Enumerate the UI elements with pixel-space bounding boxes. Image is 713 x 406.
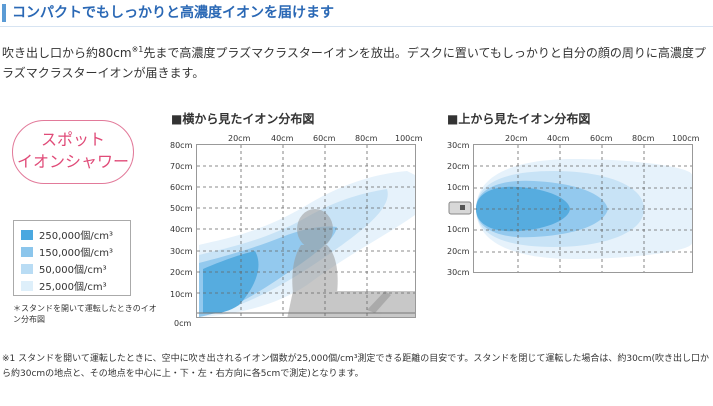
grid-lines	[474, 145, 692, 272]
top-y-tick: 30cm	[447, 268, 470, 277]
section-title: コンパクトでもしっかりと高濃度イオンを届けます	[12, 5, 334, 21]
side-y-tick: 60cm	[170, 183, 193, 192]
side-x-tick: 100cm	[395, 134, 423, 143]
side-view-graphic	[197, 145, 415, 317]
top-x-tick: 20cm	[505, 134, 528, 143]
side-x-tick: 20cm	[228, 134, 251, 143]
side-y-tick: 50cm	[170, 204, 193, 213]
top-y-tick: 20cm	[447, 162, 470, 171]
legend-note: ＊スタンドを開いて運転したときのイオン分布図	[13, 304, 157, 324]
top-view-graphic	[474, 145, 692, 272]
badge-line-1: スポット	[40, 130, 105, 149]
top-view-plot	[473, 144, 693, 273]
legend-item: 50,000個/cm³	[21, 260, 130, 277]
side-x-tick: 80cm	[355, 134, 378, 143]
legend-label: 25,000個/cm³	[39, 282, 107, 293]
intro-text-2: 先まで高濃度プラズマクラスターイオンを放出。デスクに置いてもしっかりと自分の顔の…	[2, 46, 706, 80]
legend-label: 250,000個/cm³	[39, 231, 113, 242]
badge-line-2: イオンシャワー	[16, 152, 129, 171]
spot-ion-shower-badge: スポット イオンシャワー	[12, 120, 134, 184]
legend-label: 50,000個/cm³	[39, 265, 107, 276]
density-legend: 250,000個/cm³ 150,000個/cm³ 50,000個/cm³ 25…	[13, 220, 131, 296]
legend-swatch	[21, 280, 33, 291]
side-view-plot	[196, 144, 416, 318]
section-header: コンパクトでもしっかりと高濃度イオンを届けます	[0, 0, 713, 28]
side-chart-title: ■横から見たイオン分布図	[171, 112, 315, 126]
legend-swatch	[21, 263, 33, 274]
side-y-tick: 70cm	[170, 162, 193, 171]
chair-back	[367, 291, 391, 313]
legend-item: 250,000個/cm³	[21, 226, 130, 243]
top-x-tick: 80cm	[632, 134, 655, 143]
side-y-tick: 40cm	[170, 225, 193, 234]
side-y-tick: 80cm	[170, 141, 193, 150]
intro-text-1: 吹き出し口から約80cm	[2, 46, 132, 60]
footnote: ※1 スタンドを開いて運転したときに、空中に吹き出されるイオン個数が25,000…	[2, 354, 710, 379]
header-divider	[0, 26, 713, 27]
side-y-tick: 30cm	[170, 247, 193, 256]
side-x-tick: 40cm	[271, 134, 294, 143]
intro-paragraph: 吹き出し口から約80cm※1先まで高濃度プラズマクラスターイオンを放出。デスクに…	[2, 40, 710, 83]
top-x-tick: 40cm	[547, 134, 570, 143]
legend-swatch	[21, 246, 33, 257]
legend-swatch	[21, 229, 33, 240]
top-y-tick: 10cm	[447, 225, 470, 234]
air-purifier-icon	[448, 201, 472, 215]
side-y-tick: 10cm	[170, 290, 193, 299]
side-x-tick: 60cm	[313, 134, 336, 143]
top-y-tick: 20cm	[447, 247, 470, 256]
header-accent-bar	[2, 4, 6, 22]
top-y-tick: 10cm	[447, 183, 470, 192]
top-chart-title: ■上から見たイオン分布図	[447, 112, 591, 126]
legend-item: 25,000個/cm³	[21, 277, 130, 294]
top-y-tick: 30cm	[447, 141, 470, 150]
side-y-tick: 0cm	[174, 319, 192, 328]
top-x-tick: 100cm	[672, 134, 700, 143]
intro-footnote-mark: ※1	[131, 45, 144, 54]
legend-label: 150,000個/cm³	[39, 248, 113, 259]
grid-lines	[197, 145, 415, 317]
side-y-tick: 20cm	[170, 268, 193, 277]
top-x-tick: 60cm	[590, 134, 613, 143]
legend-item: 150,000個/cm³	[21, 243, 130, 260]
